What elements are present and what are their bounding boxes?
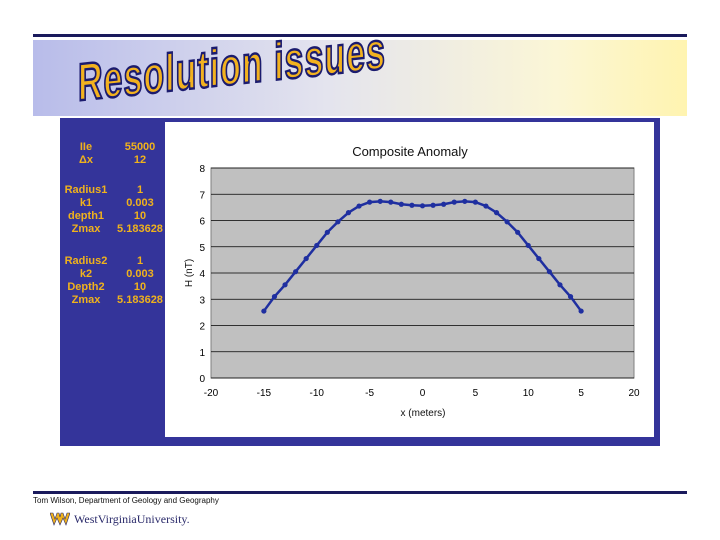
param-block-field: IIe 55000 Δx 12 xyxy=(60,141,168,167)
param-value: 0.003 xyxy=(126,197,154,209)
param-row: Zmax 5.183628 xyxy=(60,223,168,236)
data-point xyxy=(578,308,584,314)
data-point xyxy=(409,202,415,208)
data-point xyxy=(261,308,267,314)
param-name: Depth2 xyxy=(67,281,105,293)
gridlines xyxy=(211,167,634,379)
y-tick-label: 2 xyxy=(199,322,205,333)
x-tick-label: -10 xyxy=(310,388,325,399)
data-point xyxy=(367,199,373,205)
param-name: Zmax xyxy=(71,223,101,235)
param-value: 1 xyxy=(136,184,144,196)
wv-logo-icon xyxy=(50,512,70,526)
data-point xyxy=(356,203,362,209)
param-value: 12 xyxy=(133,154,147,166)
title-band xyxy=(33,40,687,116)
data-point xyxy=(314,242,320,249)
data-point xyxy=(303,255,309,262)
param-name: Δx xyxy=(78,154,94,166)
data-point xyxy=(493,210,500,216)
chart-title: Composite Anomaly xyxy=(352,144,468,159)
y-axis-label: H (nT) xyxy=(184,259,195,287)
x-axis-label: x (meters) xyxy=(401,408,446,419)
data-point xyxy=(282,282,288,288)
x-tick-label: 5 xyxy=(473,388,479,399)
param-row: Δx 12 xyxy=(60,154,168,167)
param-value: 0.003 xyxy=(126,268,154,280)
param-name: IIe xyxy=(79,141,93,153)
y-tick-label: 3 xyxy=(199,295,205,306)
university-logo: WestVirginiaUniversity. xyxy=(50,509,190,529)
data-point xyxy=(504,219,510,225)
composite-anomaly-chart: 0 1 2 3 4 5 6 7 8 -20 -15 -10 -5 0 5 10 5 20 Composite A… xyxy=(184,144,640,419)
param-name: Zmax xyxy=(71,294,101,306)
data-point xyxy=(271,294,278,300)
param-name: k2 xyxy=(79,268,93,280)
data-point xyxy=(388,199,394,205)
param-value: 10 xyxy=(133,281,147,293)
data-point xyxy=(293,269,299,275)
param-row: Radius2 1 xyxy=(60,255,168,268)
y-tick-label: 1 xyxy=(199,348,205,359)
x-tick-label: 0 xyxy=(420,388,426,399)
x-tick-labels: -20 -15 -10 -5 0 5 10 5 20 xyxy=(204,388,640,399)
data-point xyxy=(462,198,468,204)
param-row: k1 0.003 xyxy=(60,197,168,210)
x-tick-label: 10 xyxy=(523,388,535,399)
x-tick-label: 5 xyxy=(578,388,584,399)
y-tick-label: 5 xyxy=(199,243,205,254)
title-top-rule xyxy=(33,34,687,37)
data-point xyxy=(557,282,563,288)
data-point xyxy=(515,229,521,235)
param-block-body2: Radius2 1 k2 0.003 Depth2 10 Zmax 5.183628 xyxy=(60,255,168,307)
param-name: Radius2 xyxy=(64,255,108,267)
data-point xyxy=(483,203,489,209)
data-point xyxy=(419,203,426,209)
data-point xyxy=(345,210,352,216)
data-point xyxy=(536,255,542,262)
param-row: IIe 55000 xyxy=(60,141,168,154)
y-tick-label: 8 xyxy=(199,164,205,175)
y-tick-label: 4 xyxy=(199,269,205,280)
x-tick-label: 20 xyxy=(628,388,640,399)
param-row: Radius1 1 xyxy=(60,184,168,197)
data-point xyxy=(335,219,341,225)
param-value: 1 xyxy=(136,255,144,267)
data-point xyxy=(451,199,457,205)
param-block-body1: Radius1 1 k1 0.003 depth1 10 Zmax 5.183628 xyxy=(60,184,168,236)
data-point xyxy=(441,201,447,207)
data-point xyxy=(546,269,552,275)
param-value: 5.183628 xyxy=(117,294,163,306)
x-tick-label: -20 xyxy=(204,388,219,399)
data-point xyxy=(430,202,436,208)
y-tick-labels: 0 1 2 3 4 5 6 7 8 xyxy=(199,164,205,385)
param-name: k1 xyxy=(79,197,93,209)
x-tick-label: -5 xyxy=(365,388,374,399)
series-points xyxy=(261,198,584,314)
y-tick-label: 6 xyxy=(199,217,205,228)
param-name: depth1 xyxy=(67,210,105,222)
y-tick-label: 7 xyxy=(199,190,205,201)
data-point xyxy=(525,242,531,249)
param-value: 5.183628 xyxy=(117,223,163,235)
param-row: Zmax 5.183628 xyxy=(60,294,168,307)
param-row: Depth2 10 xyxy=(60,281,168,294)
x-tick-label: -15 xyxy=(257,388,272,399)
footer-rule xyxy=(33,491,687,494)
param-row: depth1 10 xyxy=(60,210,168,223)
param-value: 10 xyxy=(133,210,147,222)
param-row: k2 0.003 xyxy=(60,268,168,281)
data-point xyxy=(472,199,478,205)
param-name: Radius1 xyxy=(64,184,108,196)
logo-text: WestVirginiaUniversity. xyxy=(74,511,190,526)
data-point xyxy=(398,201,404,207)
footer-credit: Tom Wilson, Department of Geology and Ge… xyxy=(33,496,219,505)
y-tick-label: 0 xyxy=(199,374,205,385)
data-point xyxy=(324,229,330,235)
param-value: 55000 xyxy=(124,141,156,153)
data-point xyxy=(567,294,574,300)
chart-area: 0 1 2 3 4 5 6 7 8 -20 -15 -10 -5 0 5 10 5 20 Composite A… xyxy=(165,122,654,437)
data-point xyxy=(377,198,383,204)
